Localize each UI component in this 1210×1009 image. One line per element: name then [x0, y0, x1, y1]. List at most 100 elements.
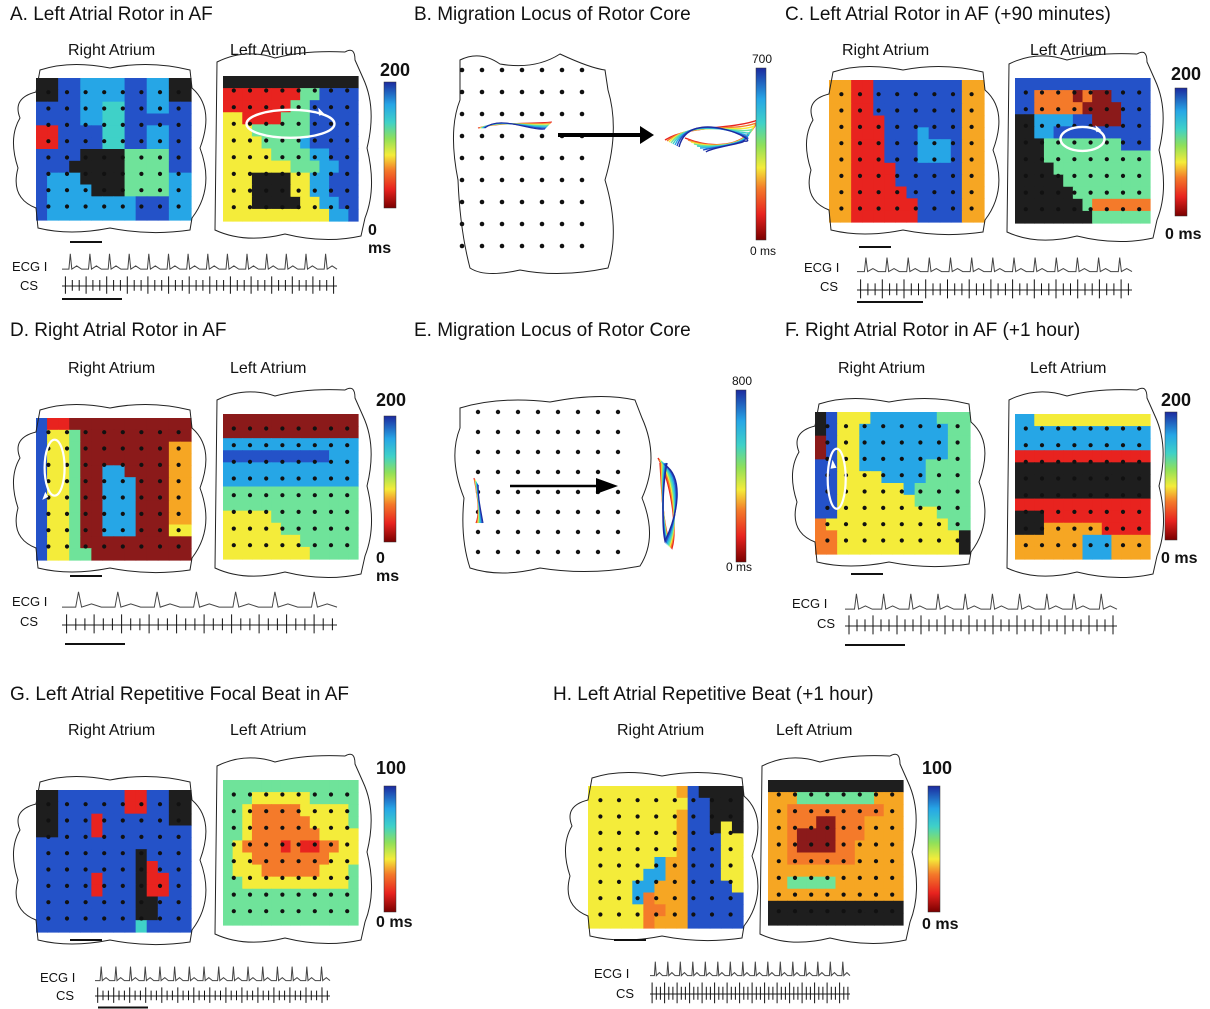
- panel-d-scale-bar: [70, 575, 102, 577]
- panel-d-ecg-trace: [62, 591, 338, 608]
- panel-g-cs-label: CS: [56, 988, 75, 1003]
- panel-d-left-atrium-label: Left Atrium: [230, 360, 307, 377]
- panel-d-ecg-label: ECG I: [12, 594, 48, 609]
- panel-f-title: F. Right Atrial Rotor in AF (+1 hour): [785, 320, 1081, 341]
- panel-f-ecg-trace: [845, 593, 1118, 610]
- map-cells: [36, 78, 192, 221]
- panel-f-cs-trace: [845, 615, 1117, 635]
- panel-d-left-atrium-map: [214, 387, 373, 579]
- panel-h-title: H. Left Atrial Repetitive Beat (+1 hour): [553, 684, 874, 705]
- panel-h-cs-label: CS: [616, 986, 635, 1001]
- panel-e: E. Migration Locus of Rotor Core 800 0 m…: [400, 318, 780, 658]
- panel-a-left-atrium-map: [214, 49, 373, 241]
- panel-h-cs-trace: [650, 982, 850, 1004]
- panel-c-left-atrium-map: [1006, 51, 1165, 243]
- panel-a-cs-scale-bar: [62, 298, 122, 300]
- panel-d-cs-trace: [62, 614, 337, 634]
- panel-d-title: D. Right Atrial Rotor in AF: [10, 320, 227, 341]
- panel-a-cs-trace: [62, 276, 337, 294]
- panel-f-colorbar: [1164, 411, 1178, 541]
- panel-d-cs-label: CS: [20, 614, 39, 629]
- panel-g-colorbar-max: 100: [376, 758, 407, 778]
- map-cells: [815, 412, 971, 555]
- panel-c-title: C. Left Atrial Rotor in AF (+90 minutes): [785, 4, 1111, 25]
- panel-g: G. Left Atrial Repetitive Focal Beat in …: [0, 682, 560, 1009]
- panel-c-left-atrium-label: Left Atrium: [1030, 42, 1107, 59]
- panel-d-colorbar-max: 200: [376, 390, 407, 410]
- panel-c-scale-bar: [859, 246, 891, 248]
- panel-e-atrium-outline: [454, 395, 678, 574]
- panel-g-cs-scale-bar: [98, 1006, 148, 1009]
- panel-e-title: E. Migration Locus of Rotor Core: [414, 320, 691, 341]
- map-cells: [36, 418, 192, 561]
- panel-g-title: G. Left Atrial Repetitive Focal Beat in …: [10, 684, 349, 705]
- panel-c-cs-trace: [857, 279, 1132, 299]
- panel-d-colorbar-min: 0 ms: [376, 550, 400, 585]
- panel-f-right-atrium-label: Right Atrium: [838, 360, 926, 377]
- map-cells: [36, 790, 192, 933]
- panel-b-colorbar-max: 700: [752, 52, 773, 66]
- panel-c-colorbar: [1174, 87, 1188, 217]
- panel-g-cs-trace: [95, 987, 330, 1003]
- panel-e-colorbar-max: 800: [732, 374, 753, 388]
- panel-g-right-atrium-label: Right Atrium: [68, 722, 156, 739]
- panel-c-right-atrium-label: Right Atrium: [842, 42, 930, 59]
- panel-g-colorbar-min: 0 ms: [376, 914, 413, 931]
- panel-a-right-atrium-label: Right Atrium: [68, 42, 156, 59]
- map-cells: [223, 76, 359, 222]
- panel-c-cs-scale-bar: [857, 301, 923, 303]
- panel-f-cs-label: CS: [817, 616, 836, 631]
- panel-b: B. Migration Locus of Rotor Core 700 0 m…: [400, 0, 780, 310]
- panel-f-left-atrium-map: [1006, 387, 1165, 579]
- panel-a-colorbar-min: 0 ms: [368, 222, 392, 257]
- panel-h-right-atrium-label: Right Atrium: [617, 722, 705, 739]
- panel-a-right-atrium-map: [13, 63, 207, 234]
- map-cells: [1015, 414, 1151, 560]
- panel-h-colorbar-max: 100: [922, 758, 953, 778]
- panel-f-colorbar-max: 200: [1161, 390, 1192, 410]
- panel-b-colorbar-min: 0 ms: [750, 244, 777, 258]
- panel-f-right-atrium-map: [792, 397, 986, 568]
- panel-d-right-atrium-label: Right Atrium: [68, 360, 156, 377]
- panel-b-atrium-outline: [453, 53, 760, 275]
- panel-h-scale-bar: [614, 939, 646, 941]
- panel-b-title: B. Migration Locus of Rotor Core: [414, 4, 691, 25]
- panel-h-ecg-trace: [650, 961, 851, 977]
- panel-g-scale-bar: [70, 939, 102, 941]
- panel-a-colorbar: [383, 81, 397, 209]
- panel-a-scale-bar: [70, 241, 102, 243]
- panel-c-cs-label: CS: [820, 279, 839, 294]
- panel-g-left-atrium-label: Left Atrium: [230, 722, 307, 739]
- panel-h-colorbar: [927, 785, 941, 913]
- panel-h: H. Left Atrial Repetitive Beat (+1 hour)…: [550, 682, 1210, 1009]
- panel-f-ecg-label: ECG I: [792, 596, 828, 611]
- panel-c-ecg-label: ECG I: [804, 260, 840, 275]
- panel-d-right-atrium-map: [13, 403, 207, 574]
- panel-h-ecg-label: ECG I: [594, 966, 630, 981]
- panel-d-cs-scale-bar: [65, 643, 125, 645]
- panel-c-colorbar-max: 200: [1171, 64, 1202, 84]
- panel-f-colorbar-min: 0 ms: [1161, 550, 1198, 567]
- panel-c-ecg-trace: [857, 257, 1133, 273]
- panel-f-cs-scale-bar: [845, 644, 905, 646]
- panel-f-scale-bar: [851, 573, 883, 575]
- panel-a-title: A. Left Atrial Rotor in AF: [10, 4, 213, 25]
- panel-f-left-atrium-label: Left Atrium: [1030, 360, 1107, 377]
- panel-g-ecg-label: ECG I: [40, 970, 76, 985]
- panel-e-colorbar-min: 0 ms: [726, 560, 753, 574]
- panel-f: F. Right Atrial Rotor in AF (+1 hour) Ri…: [775, 318, 1210, 658]
- panel-a-ecg-trace: [62, 253, 338, 271]
- map-cells: [1015, 78, 1151, 224]
- panel-c-right-atrium-map: [806, 65, 1000, 236]
- map-cells: [829, 80, 985, 223]
- map-cells: [768, 780, 904, 926]
- panel-g-right-atrium-map: [13, 775, 207, 946]
- panel-h-right-atrium-map: [565, 771, 759, 942]
- panel-a-ecg-label: ECG I: [12, 259, 48, 274]
- panel-d-colorbar: [383, 415, 397, 543]
- panel-g-left-atrium-map: [214, 753, 373, 945]
- panel-b-colorbar: [755, 67, 767, 241]
- panel-d: D. Right Atrial Rotor in AF Right Atrium…: [0, 318, 406, 658]
- panel-e-colorbar: [735, 389, 747, 563]
- map-cells: [588, 786, 744, 929]
